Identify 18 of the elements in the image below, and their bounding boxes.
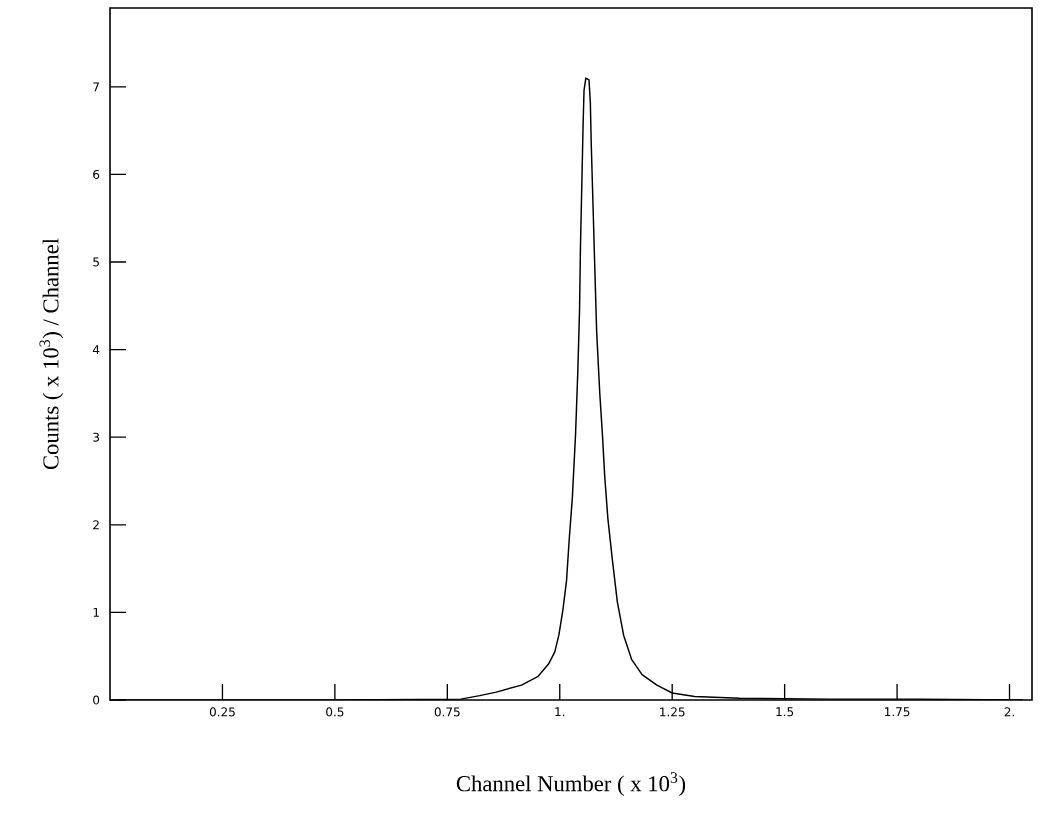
x-tick-label: 1.5 <box>776 707 794 717</box>
x-tick-label: 2. <box>1004 707 1014 717</box>
y-tick-label: 3 <box>93 432 99 442</box>
y-tick-label: 2 <box>93 520 99 530</box>
y-tick-label: 0 <box>93 695 100 705</box>
x-tick-label: 1.25 <box>660 707 685 717</box>
y-tick-label: 4 <box>92 345 100 354</box>
x-axis-title: Channel Number ( x 10$^{3}$) <box>456 772 686 796</box>
y-tick-label: 1 <box>93 608 99 617</box>
y-tick-label: 6 <box>93 169 100 179</box>
x-tick-label: 1. <box>555 707 565 717</box>
y-axis-title: Counts ( x 10$^{3}$) / Channel <box>39 238 64 470</box>
x-tick-label: 0.75 <box>434 707 460 717</box>
x-tick-label: 0.5 <box>326 707 344 717</box>
x-tick-label: 1.75 <box>885 707 910 717</box>
y-tick-label: 5 <box>93 257 99 267</box>
y-tick-label: 7 <box>93 82 99 92</box>
x-tick-label: 0.25 <box>209 707 235 717</box>
